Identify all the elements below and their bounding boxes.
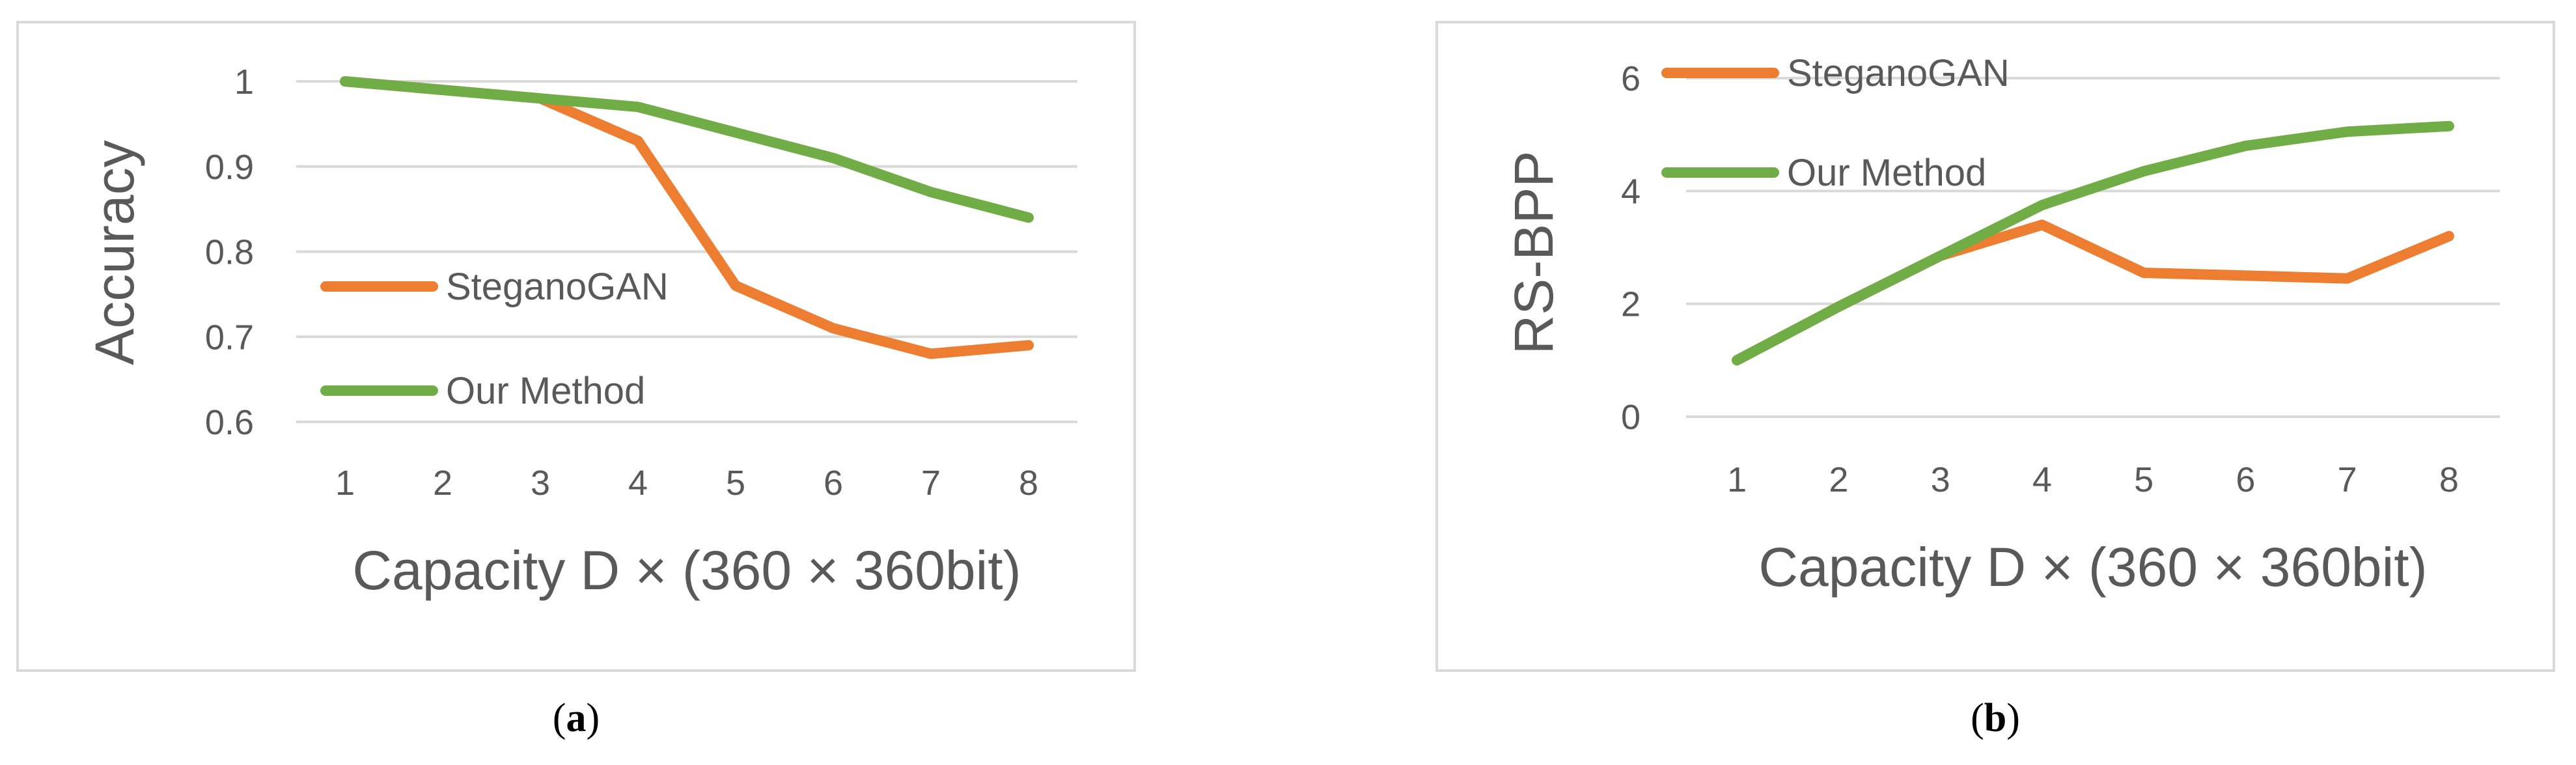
x-tick-label: 7 [2338,460,2357,499]
x-tick-label: 4 [2032,460,2052,499]
series-line-steganogan [1732,219,2454,366]
x-tick-label: 7 [921,464,941,503]
caption-a: (a) [552,696,600,740]
x-tick-label: 1 [335,464,355,503]
y-tick-label: 0.9 [205,148,254,187]
x-tick-label: 8 [1019,464,1038,503]
y-tick-label: 4 [1621,172,1641,211]
x-tick-label: 3 [1931,460,1950,499]
x-tick-label: 6 [2236,460,2255,499]
y-tick-label: 0.7 [205,318,254,357]
legend-label: SteganoGAN [1787,52,2010,94]
y-tick-label: 0.8 [205,233,254,272]
x-tick-label: 4 [628,464,648,503]
x-tick-label: 5 [2134,460,2154,499]
y-tick-label: 0.6 [205,403,254,442]
y-tick-label: 6 [1621,59,1641,98]
series-line-our-method [340,76,1034,223]
x-axis-title: Capacity D × (360 × 360bit) [1758,536,2427,598]
y-tick-label: 2 [1621,285,1641,324]
legend-label: Our Method [1787,152,1986,194]
x-tick-label: 3 [531,464,550,503]
x-tick-label: 5 [726,464,745,503]
y-tick-label: 0 [1621,398,1641,437]
chart-a-frame [16,21,1136,672]
legend-label: Our Method [446,370,645,412]
legend-label: SteganoGAN [446,266,669,308]
x-tick-label: 6 [824,464,843,503]
y-axis-title: RS-BPP [1503,151,1564,355]
caption-b: (b) [1971,696,2020,740]
x-tick-label: 2 [433,464,452,503]
x-tick-label: 8 [2439,460,2459,499]
y-tick-label: 1 [234,63,254,102]
x-tick-label: 1 [1727,460,1747,499]
y-axis-title: Accuracy [84,140,145,365]
x-axis-title: Capacity D × (360 × 360bit) [352,540,1021,601]
series-line-our-method [1732,120,2454,366]
x-tick-label: 2 [1829,460,1848,499]
